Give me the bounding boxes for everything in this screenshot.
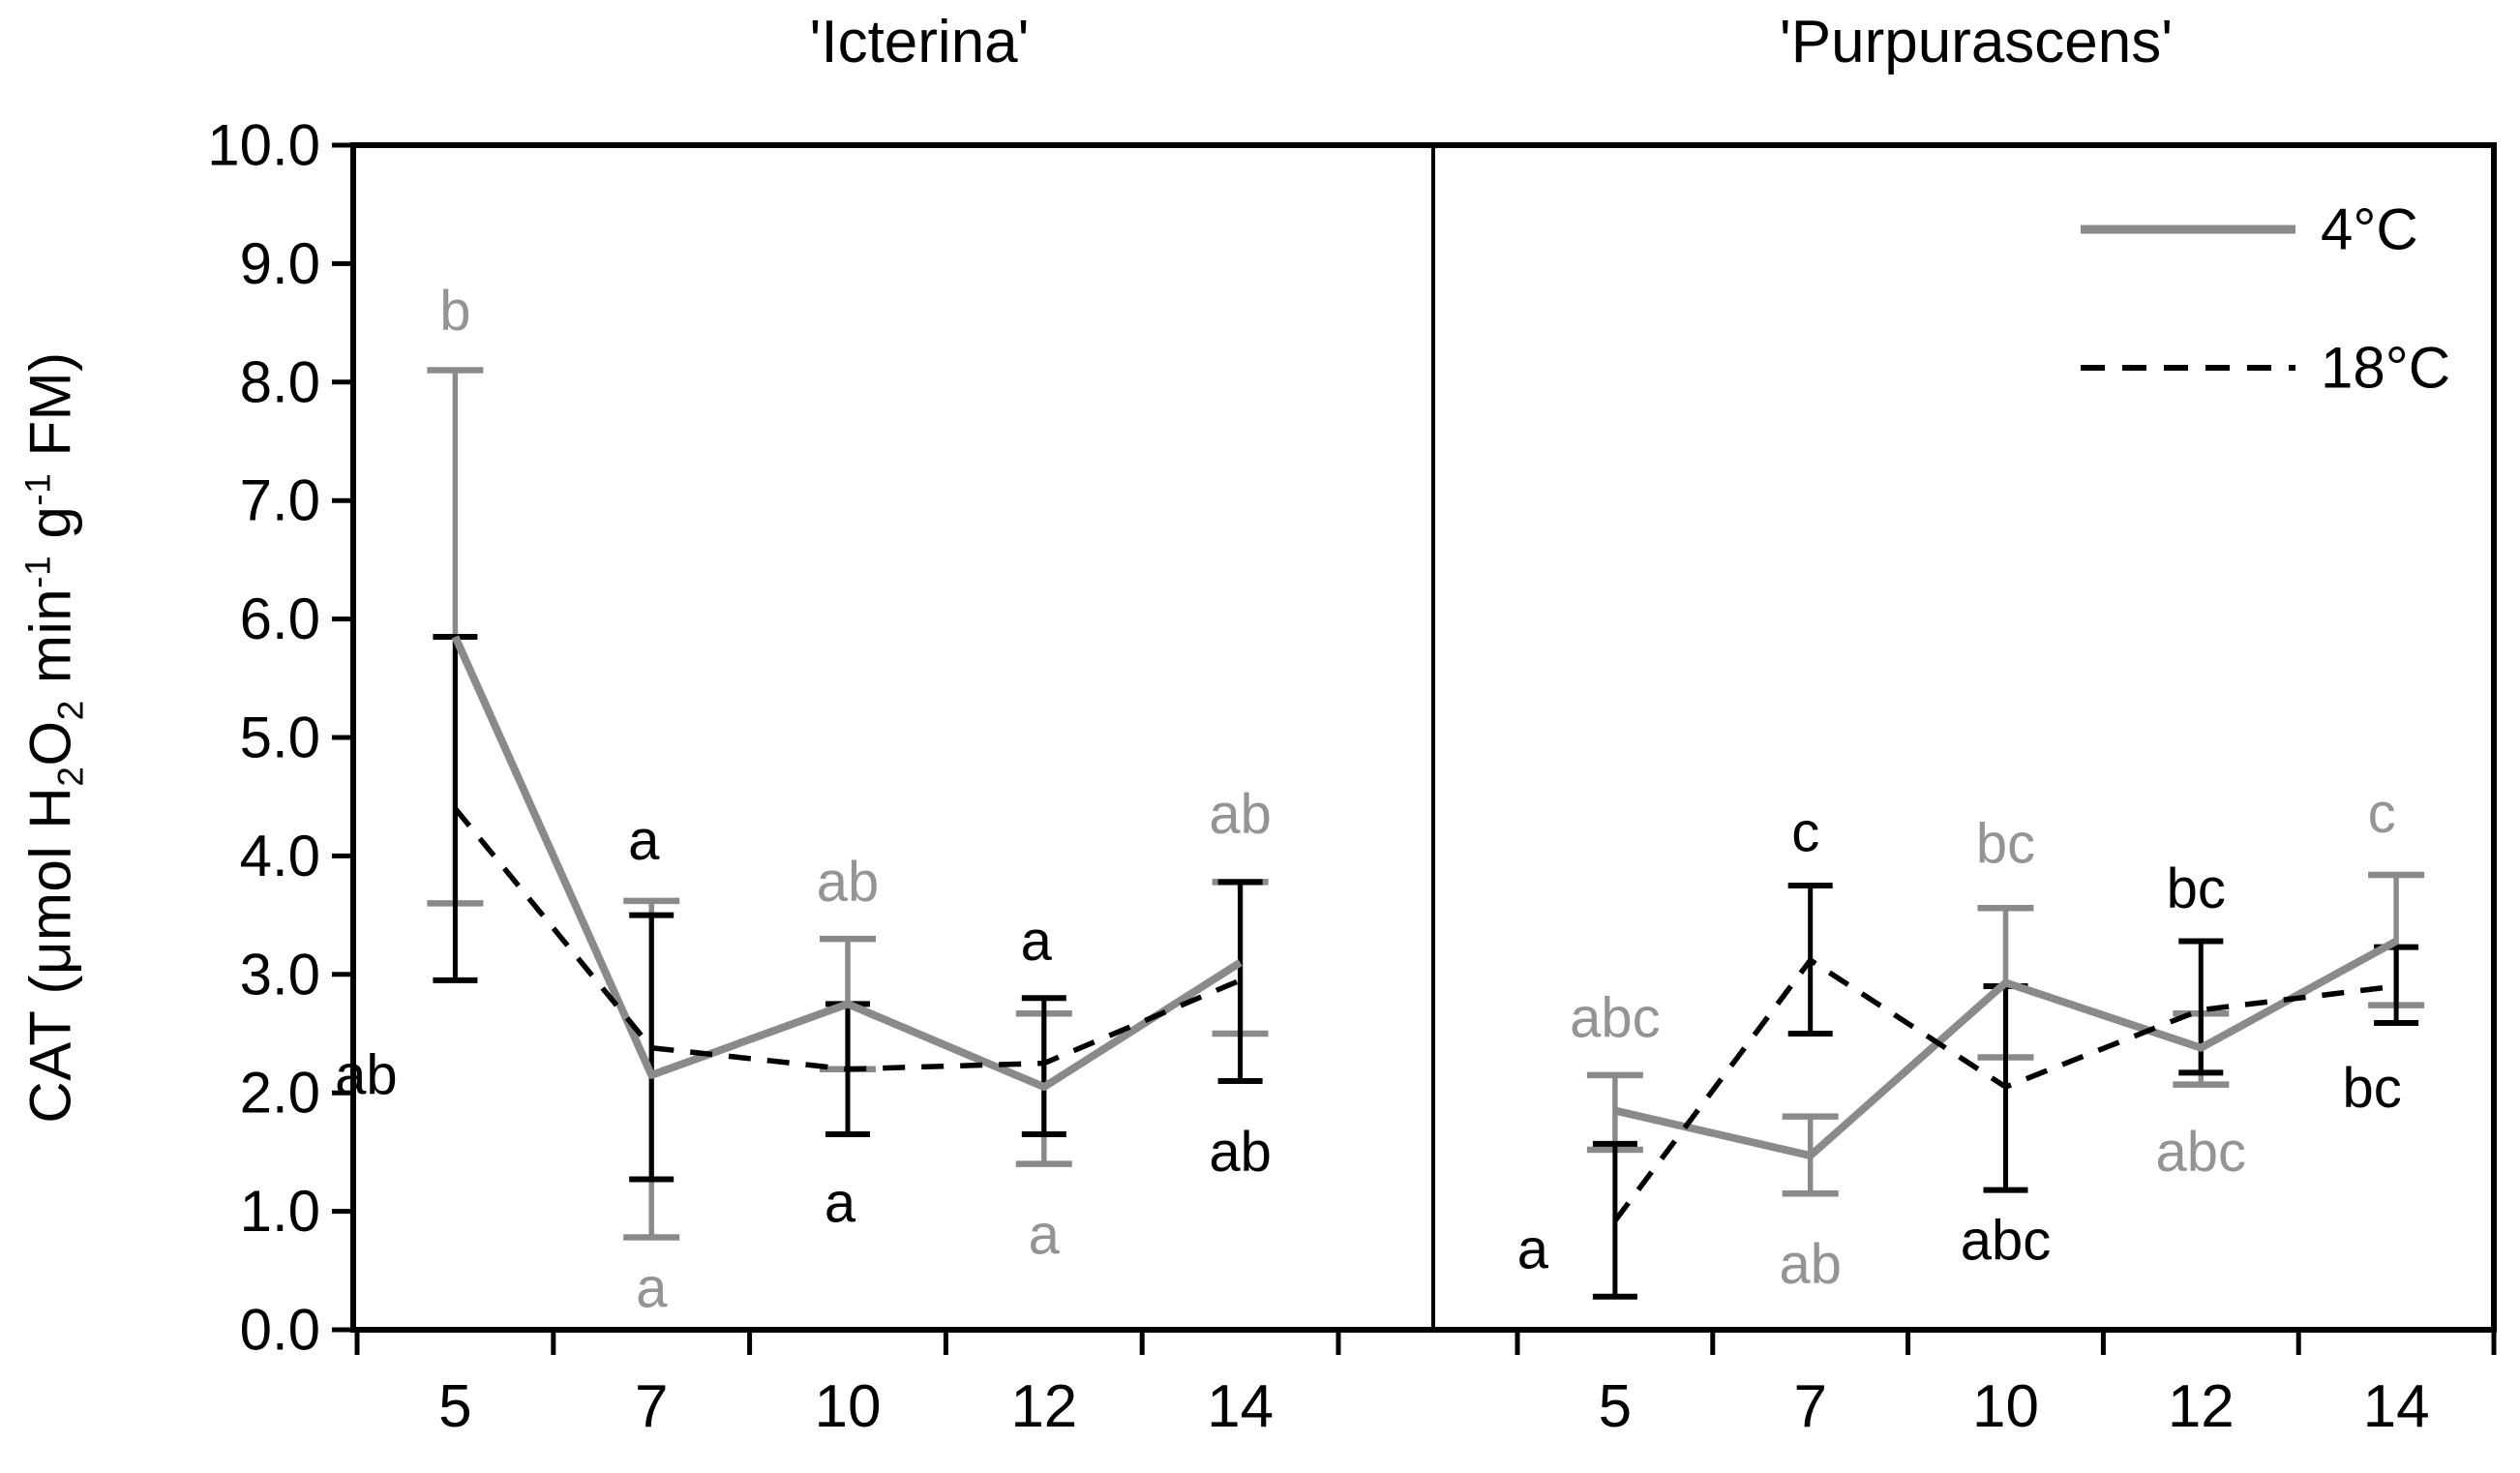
y-axis-label: CAT (μmol H2O2 min-1 g-1 FM) <box>17 351 92 1123</box>
y-tick-label: 2.0 <box>240 1061 320 1126</box>
sig-letter-18°C: c <box>1791 800 1819 863</box>
y-tick-label: 7.0 <box>240 468 320 533</box>
sig-letter-18°C: ab <box>1209 1121 1272 1184</box>
y-tick-label: 5.0 <box>240 706 320 770</box>
ylabel-subscript: 2 <box>49 766 91 787</box>
series-line-4°C-purpurascens <box>1614 938 2399 1160</box>
panel-title-icterina: 'Icterina' <box>809 9 1030 75</box>
sig-letter-4°C: abc <box>1570 987 1661 1050</box>
sig-letter-4°C: a <box>636 1257 668 1320</box>
sig-letter-18°C: a <box>1021 910 1053 973</box>
x-tick-label: 12 <box>1010 1373 1077 1440</box>
sig-letter-18°C: ab <box>335 1043 398 1106</box>
y-tick-label: 10.0 <box>207 113 320 178</box>
x-tick-label: 7 <box>635 1373 668 1440</box>
sig-letter-4°C: ab <box>817 851 880 914</box>
x-tick-label: 7 <box>1793 1373 1826 1440</box>
ylabel-text: FM) <box>17 351 83 473</box>
x-tick-label: 12 <box>2168 1373 2235 1440</box>
sig-letter-18°C: a <box>825 1172 856 1235</box>
sig-letter-4°C: b <box>439 280 470 343</box>
y-tick-label: 4.0 <box>240 824 320 888</box>
series-line-18°C-purpurascens <box>1612 957 2397 1223</box>
sig-letter-4°C: ab <box>1779 1233 1842 1296</box>
sig-letter-18°C: bc <box>2342 1057 2401 1120</box>
sig-letter-18°C: a <box>628 809 660 872</box>
series-line-4°C-icterina <box>451 635 1243 1092</box>
y-tick-label: 1.0 <box>240 1179 320 1244</box>
x-tick-label: 5 <box>438 1373 471 1440</box>
y-tick-label: 9.0 <box>240 231 320 296</box>
x-tick-label: 10 <box>815 1373 882 1440</box>
ylabel-superscript: -1 <box>16 472 58 506</box>
x-tick-label: 10 <box>1972 1373 2039 1440</box>
ylabel-superscript: -1 <box>16 555 58 588</box>
x-tick-label: 14 <box>1207 1373 1274 1440</box>
series-line-18°C-icterina <box>453 806 1242 1072</box>
y-tick-label: 8.0 <box>240 349 320 414</box>
sig-letter-18°C: a <box>1517 1217 1549 1280</box>
sig-letter-4°C: bc <box>1976 813 2035 876</box>
sig-letter-18°C: abc <box>1961 1210 2052 1273</box>
sig-letter-4°C: c <box>2368 782 2396 845</box>
sig-letter-4°C: abc <box>2156 1121 2247 1184</box>
legend-label-4°C: 4°C <box>2321 197 2418 262</box>
ylabel-text: g <box>17 505 83 556</box>
ylabel-text: CAT (μmol H <box>17 786 83 1124</box>
sig-letter-18°C: bc <box>2167 857 2226 920</box>
y-tick-label: 6.0 <box>240 586 320 651</box>
sig-letter-4°C: a <box>1029 1204 1061 1267</box>
legend-label-18°C: 18°C <box>2321 336 2450 401</box>
ylabel-text: min <box>17 587 83 701</box>
y-tick-label: 0.0 <box>240 1298 320 1363</box>
sig-letter-4°C: ab <box>1209 783 1272 846</box>
panel-title-purpurascens: 'Purpurascens' <box>1779 9 2174 75</box>
ylabel-subscript: 2 <box>49 700 91 721</box>
x-tick-label: 14 <box>2363 1373 2430 1440</box>
ylabel-text: O <box>17 720 83 767</box>
y-tick-label: 3.0 <box>240 942 320 1007</box>
x-tick-label: 5 <box>1599 1373 1632 1440</box>
